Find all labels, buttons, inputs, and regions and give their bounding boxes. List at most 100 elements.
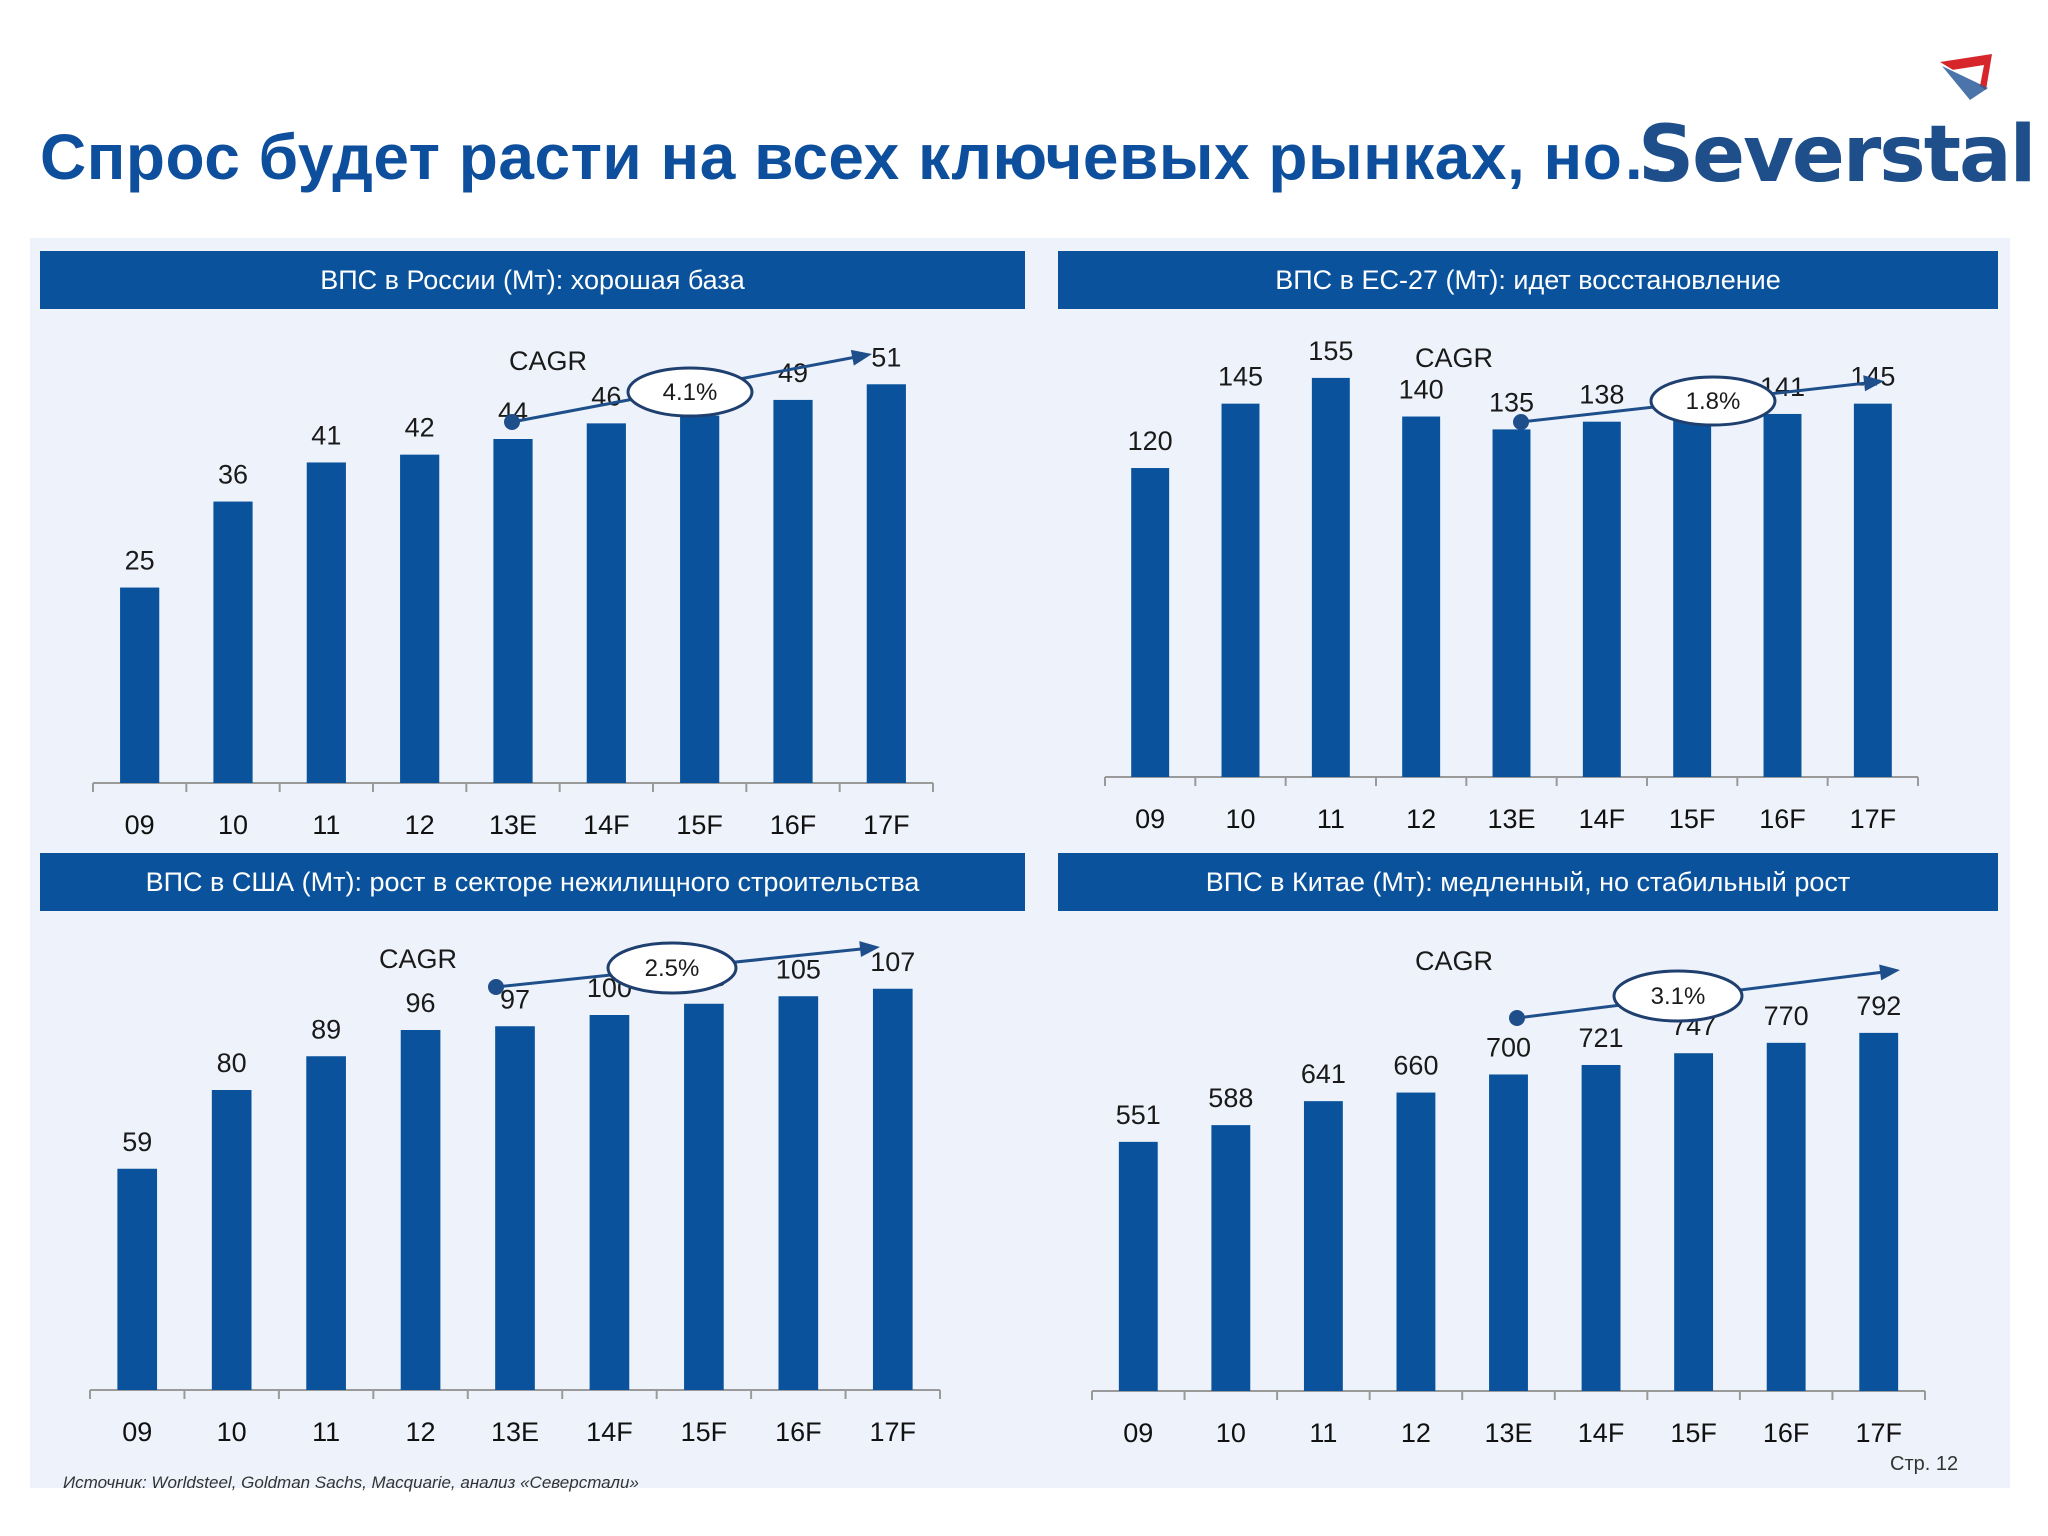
- bar: [1131, 468, 1170, 777]
- logo-wordmark: Severstal: [1638, 110, 2036, 200]
- x-tick-label: 12: [406, 1417, 436, 1447]
- data-label: 551: [1116, 1100, 1161, 1130]
- x-tick-label: 13E: [489, 810, 537, 840]
- x-tick-label: 17F: [863, 810, 910, 840]
- bar: [1674, 1053, 1714, 1391]
- cagr-label: CAGR: [509, 346, 587, 376]
- x-tick-label: 16F: [1759, 804, 1806, 834]
- chart-header-china: ВПС в Китае (Мт): медленный, но стабильн…: [1058, 853, 1998, 911]
- data-label: 36: [218, 460, 248, 490]
- bar: [400, 454, 440, 783]
- bar: [1396, 1092, 1436, 1391]
- x-tick-label: 16F: [770, 810, 817, 840]
- bar: [306, 1056, 346, 1390]
- cagr-oval: [1649, 375, 1777, 427]
- bar: [120, 587, 160, 783]
- data-label: 105: [776, 954, 821, 984]
- bar: [1582, 421, 1621, 777]
- x-tick-label: 12: [1401, 1418, 1431, 1448]
- bar: [1766, 1042, 1806, 1391]
- bar: [306, 462, 346, 783]
- data-label: 140: [1399, 375, 1444, 405]
- logo-emblem-icon: [1940, 54, 1992, 100]
- x-tick-label: 17F: [870, 1417, 917, 1447]
- bar: [1581, 1064, 1621, 1391]
- bar: [400, 1030, 441, 1390]
- x-tick-label: 10: [1216, 1418, 1246, 1448]
- cagr-value: 1.8%: [1686, 388, 1741, 415]
- page-title: Спрос будет расти на всех ключевых рынка…: [40, 121, 1687, 193]
- bar: [866, 384, 906, 783]
- x-tick-label: 09: [1135, 804, 1165, 834]
- bar: [1489, 1074, 1528, 1391]
- bar: [589, 1015, 630, 1390]
- bar: [117, 1168, 158, 1390]
- data-label: 155: [1308, 336, 1353, 366]
- data-label: 700: [1486, 1032, 1531, 1062]
- x-tick-label: 14F: [1578, 1418, 1625, 1448]
- x-tick-label: 09: [125, 810, 155, 840]
- x-tick-label: 15F: [1669, 804, 1716, 834]
- cagr-oval: [606, 941, 738, 995]
- data-label: 135: [1489, 387, 1534, 417]
- x-tick-label: 14F: [583, 810, 630, 840]
- x-tick-label: 11: [312, 1417, 340, 1447]
- x-tick-label: 17F: [1855, 1418, 1902, 1448]
- x-tick-label: 13E: [1484, 1418, 1532, 1448]
- cagr-label: CAGR: [1415, 946, 1493, 976]
- x-tick-label: 15F: [1670, 1418, 1717, 1448]
- bar: [1303, 1101, 1343, 1391]
- bar: [1853, 403, 1892, 777]
- data-label: 107: [870, 947, 915, 977]
- data-label: 42: [405, 413, 435, 443]
- page-number: Стр. 12: [1890, 1453, 1959, 1475]
- bar: [1859, 1032, 1899, 1391]
- data-label: 145: [1218, 362, 1263, 392]
- severstal-logo: Severstal: [1630, 50, 2036, 200]
- bar: [1673, 419, 1712, 777]
- bar: [213, 501, 253, 783]
- data-label: 792: [1856, 991, 1901, 1021]
- cagr-value: 3.1%: [1651, 983, 1706, 1010]
- x-tick-label: 16F: [775, 1417, 822, 1447]
- data-label: 120: [1128, 426, 1173, 456]
- bar: [1118, 1141, 1158, 1391]
- cagr-value: 4.1%: [663, 379, 718, 406]
- bar: [495, 1026, 535, 1390]
- data-label: 588: [1208, 1083, 1253, 1113]
- bar: [773, 399, 813, 783]
- x-tick-label: 17F: [1850, 804, 1897, 834]
- x-tick-label: 14F: [1579, 804, 1626, 834]
- cagr-start-dot: [504, 414, 520, 430]
- x-tick-label: 11: [312, 810, 340, 840]
- x-tick-label: 16F: [1763, 1418, 1810, 1448]
- x-tick-label: 10: [217, 1417, 247, 1447]
- data-label: 770: [1764, 1001, 1809, 1031]
- cagr-value: 2.5%: [645, 955, 700, 982]
- chart-header-russia: ВПС в России (Мт): хорошая база: [40, 251, 1025, 309]
- cagr-start-dot: [1509, 1010, 1525, 1026]
- cagr-label: CAGR: [1415, 343, 1493, 373]
- data-label: 641: [1301, 1059, 1346, 1089]
- bar: [684, 1003, 724, 1390]
- data-label: 660: [1393, 1051, 1438, 1081]
- data-label: 138: [1579, 380, 1624, 410]
- chart-header-eu27: ВПС в ЕС-27 (Мт): идет восстановление: [1058, 251, 1998, 309]
- x-tick-label: 15F: [676, 810, 723, 840]
- bar: [1402, 416, 1441, 777]
- bar: [1492, 429, 1531, 777]
- cagr-start-dot: [1513, 414, 1529, 430]
- x-tick-label: 10: [218, 810, 248, 840]
- chart-header-usa: ВПС в США (Мт): рост в секторе нежилищно…: [40, 853, 1025, 911]
- bar: [211, 1090, 252, 1390]
- bar: [493, 439, 533, 783]
- data-label: 51: [871, 342, 901, 372]
- x-tick-label: 14F: [586, 1417, 633, 1447]
- bar: [1763, 413, 1802, 777]
- cagr-arrowhead-icon: [1863, 375, 1884, 392]
- x-tick-label: 09: [122, 1417, 152, 1447]
- cagr-arrowhead-icon: [1879, 964, 1900, 981]
